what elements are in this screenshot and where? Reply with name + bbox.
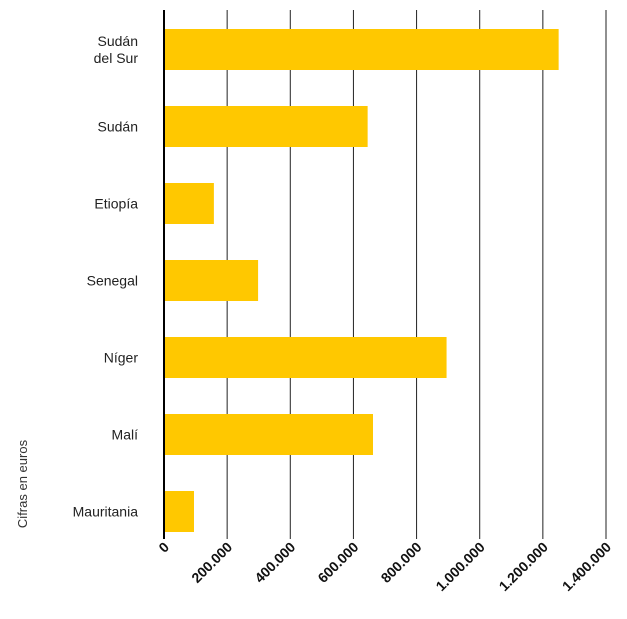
bar: [164, 29, 559, 70]
category-label: Sudán: [98, 119, 138, 135]
bar: [164, 491, 194, 532]
x-tick-label: 0: [155, 539, 172, 556]
x-tick-label: 400.000: [251, 539, 298, 586]
category-label: Etiopía: [94, 196, 138, 212]
x-tick-label: 1.000.000: [432, 539, 488, 595]
bar: [164, 183, 214, 224]
x-tick-labels: 0 200.000 400.000 600.000 800.000 1.000.000 1.…: [155, 539, 614, 595]
category-labels: Sudán del Sur Sudán Etiopía Senegal Níger Malí…: [73, 33, 139, 520]
category-label: Mauritania: [73, 504, 139, 520]
bar: [164, 106, 368, 147]
x-tick-label: 800.000: [378, 539, 425, 586]
bars: [164, 29, 559, 532]
category-label: Sudán del Sur: [94, 33, 139, 66]
bar: [164, 260, 259, 301]
gridlines: [226, 10, 607, 539]
y-axis-title: Cifras en euros: [15, 439, 30, 528]
x-tick-label: 600.000: [314, 539, 361, 586]
x-tick-label: 200.000: [188, 539, 235, 586]
category-label: Níger: [104, 350, 139, 366]
x-tick-label: 1.400.000: [559, 539, 615, 595]
category-label: Malí: [112, 427, 139, 443]
bar: [164, 337, 447, 378]
x-tick-label: 1.200.000: [496, 539, 552, 595]
bar: [164, 414, 374, 455]
category-label: Senegal: [87, 273, 138, 289]
